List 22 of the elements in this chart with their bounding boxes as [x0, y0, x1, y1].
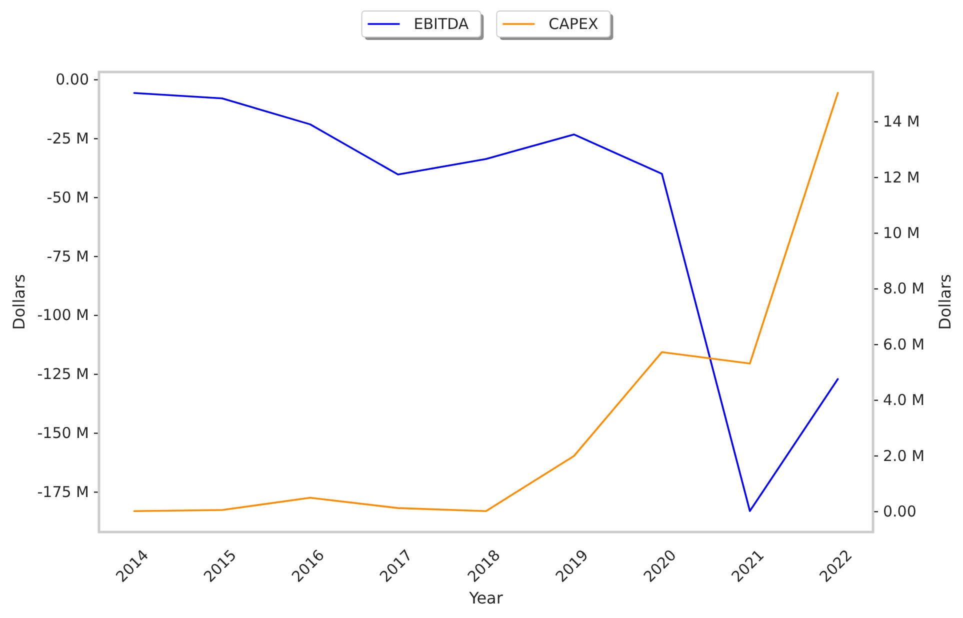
y-tick-label: -100 M	[37, 306, 89, 324]
x-axis-title: Year	[468, 588, 504, 608]
y2-tick-label: 10 M	[883, 224, 920, 242]
y2-axis-title: Dollars	[936, 274, 954, 330]
y-tick-label: -175 M	[37, 482, 89, 501]
y2-tick-label: 8.0 M	[883, 280, 925, 298]
y-axis-title: Dollars	[10, 274, 28, 330]
y-tick-label: -125 M	[37, 365, 89, 384]
y2-tick-label: 12 M	[883, 168, 920, 186]
legend-label: EBITDA	[414, 15, 470, 33]
y2-tick-label: 2.0 M	[883, 446, 925, 465]
legend-label: CAPEX	[548, 15, 598, 33]
y2-tick-label: 14 M	[883, 112, 920, 131]
y-tick-label: -50 M	[46, 188, 89, 206]
y-tick-label: -25 M	[46, 129, 89, 148]
y-tick-label: -75 M	[46, 247, 89, 266]
y2-tick-label: 4.0 M	[883, 391, 925, 410]
y-tick-label: 0.00	[56, 70, 89, 89]
y-tick-label: -150 M	[37, 424, 89, 442]
y2-tick-label: 0.00	[883, 502, 916, 520]
line-series	[133, 92, 839, 512]
y2-tick-label: 6.0 M	[883, 335, 925, 354]
